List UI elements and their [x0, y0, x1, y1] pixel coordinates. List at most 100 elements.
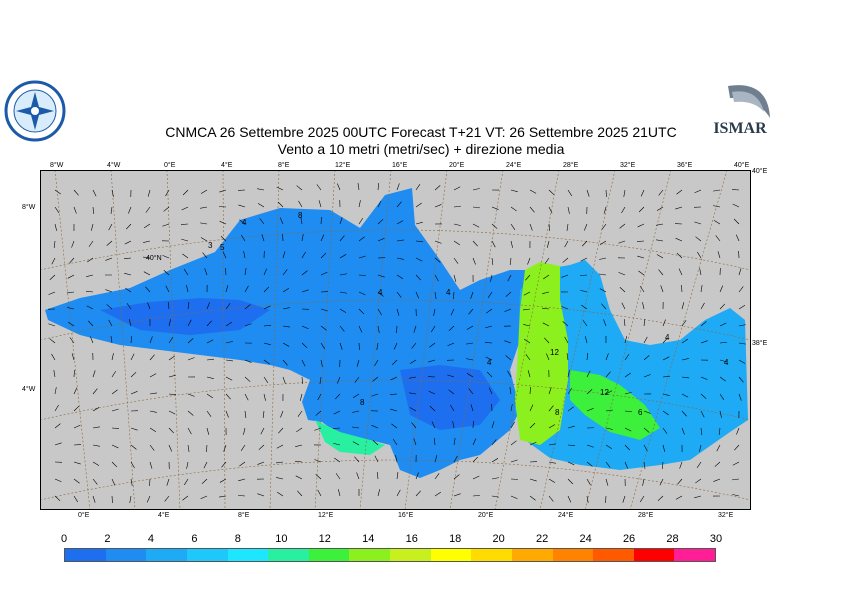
wind-arrow — [715, 235, 721, 242]
wind-arrow — [582, 320, 588, 327]
wind-arrow — [377, 218, 384, 225]
wind-arrow — [168, 355, 175, 361]
wind-arrow — [187, 302, 190, 310]
wind-arrow — [681, 302, 685, 310]
wind-arrow — [130, 444, 137, 450]
wind-arrow — [525, 274, 531, 281]
wind-arrow — [603, 206, 607, 214]
wind-arrow — [396, 201, 402, 208]
wind-arrow — [448, 325, 455, 332]
wind-arrow — [333, 442, 341, 446]
wind-arrow — [244, 323, 252, 327]
top-longitude-label: 4°W — [107, 162, 121, 169]
wind-arrow — [732, 203, 740, 208]
wind-arrow — [656, 206, 664, 211]
wind-arrow — [257, 188, 265, 191]
colorbar-swatch — [593, 549, 634, 561]
wind-arrow — [639, 495, 645, 503]
wind-arrow — [490, 274, 493, 282]
wind-arrow — [92, 478, 98, 485]
wind-arrow — [599, 273, 607, 276]
wind-arrow — [73, 461, 81, 465]
wind-arrow — [320, 234, 325, 242]
wind-arrow — [618, 240, 626, 244]
wind-arrow — [358, 274, 367, 276]
wind-arrow — [529, 478, 537, 482]
colorbar-tick-label: 10 — [275, 533, 288, 545]
bottom-longitude-label: 12°E — [318, 512, 334, 519]
top-longitude-label: 16°E — [392, 162, 408, 169]
wind-arrow — [564, 240, 569, 248]
wind-arrow — [377, 489, 381, 497]
wind-arrow — [149, 410, 157, 413]
wind-arrow — [295, 475, 303, 480]
wind-arrow — [339, 254, 347, 259]
wind-arrow — [624, 427, 632, 432]
wind-arrow — [339, 291, 347, 294]
wind-arrow — [415, 221, 423, 225]
wind-arrow — [244, 393, 249, 401]
wind-arrow — [162, 255, 170, 259]
wind-arrow — [719, 285, 724, 293]
wind-arrow — [257, 461, 265, 465]
wind-arrow — [396, 257, 404, 260]
wind-arrow — [243, 251, 246, 259]
wind-arrow — [586, 495, 589, 503]
colorbar-swatch — [430, 549, 472, 561]
wind-arrow — [145, 286, 151, 293]
wind-arrow — [566, 353, 569, 361]
wind-arrow — [624, 410, 632, 413]
crete-strong-wind — [570, 370, 660, 440]
bottom-longitude-label: 8°E — [238, 512, 250, 519]
meridian-line — [359, 170, 392, 510]
wind-arrow — [643, 355, 650, 361]
wind-arrow — [431, 421, 436, 429]
wind-arrow — [529, 422, 536, 429]
wind-arrow — [677, 478, 683, 485]
wind-arrow — [548, 478, 556, 483]
wind-arrow — [700, 285, 703, 293]
colorbar-tick-label: 30 — [709, 533, 723, 545]
wind-arrow — [358, 217, 364, 225]
wind-arrow — [510, 223, 516, 230]
wind-arrow — [507, 370, 512, 378]
wind-arrow — [315, 474, 322, 480]
wind-arrow — [339, 325, 345, 332]
wind-arrow — [491, 257, 494, 265]
wind-arrow — [732, 478, 740, 481]
wind-arrow — [510, 206, 517, 212]
top-longitude-label: 36°E — [677, 162, 693, 169]
wind-arrow — [339, 217, 343, 225]
wind-arrow — [126, 223, 132, 230]
wind-arrow — [504, 308, 512, 312]
wind-arrow — [299, 393, 303, 401]
wind-arrow — [314, 459, 322, 463]
wind-arrow — [206, 320, 212, 327]
wind-arrow — [204, 268, 208, 276]
colorbar-swatch — [349, 549, 390, 561]
wind-arrow — [301, 342, 308, 349]
wind-arrow — [300, 217, 303, 225]
wind-arrow — [470, 404, 474, 412]
wind-arrow — [69, 337, 75, 344]
wind-arrow — [619, 287, 626, 293]
wind-arrow — [487, 291, 493, 298]
wind-arrow — [567, 478, 574, 485]
wind-arrow — [92, 189, 97, 197]
wind-arrow — [546, 353, 550, 361]
colorbar-tick-label: 2 — [104, 533, 111, 545]
wind-map: 4 8 3 5 4 4 4 12 12 8 8 4 4 6 — [40, 170, 751, 510]
wind-arrow — [700, 321, 707, 327]
wind-arrow — [111, 408, 119, 412]
wind-arrow — [147, 189, 151, 197]
wind-arrow — [638, 270, 645, 276]
wind-arrow — [168, 319, 171, 327]
wind-arrow — [411, 342, 417, 349]
wind-arrow — [105, 289, 113, 293]
ismar-logo-text: ISMAR — [713, 120, 767, 137]
wind-arrow — [429, 342, 436, 348]
wind-arrow — [434, 240, 442, 244]
wind-arrow — [586, 461, 593, 467]
wind-arrow — [318, 200, 322, 208]
wind-arrow — [694, 221, 702, 225]
